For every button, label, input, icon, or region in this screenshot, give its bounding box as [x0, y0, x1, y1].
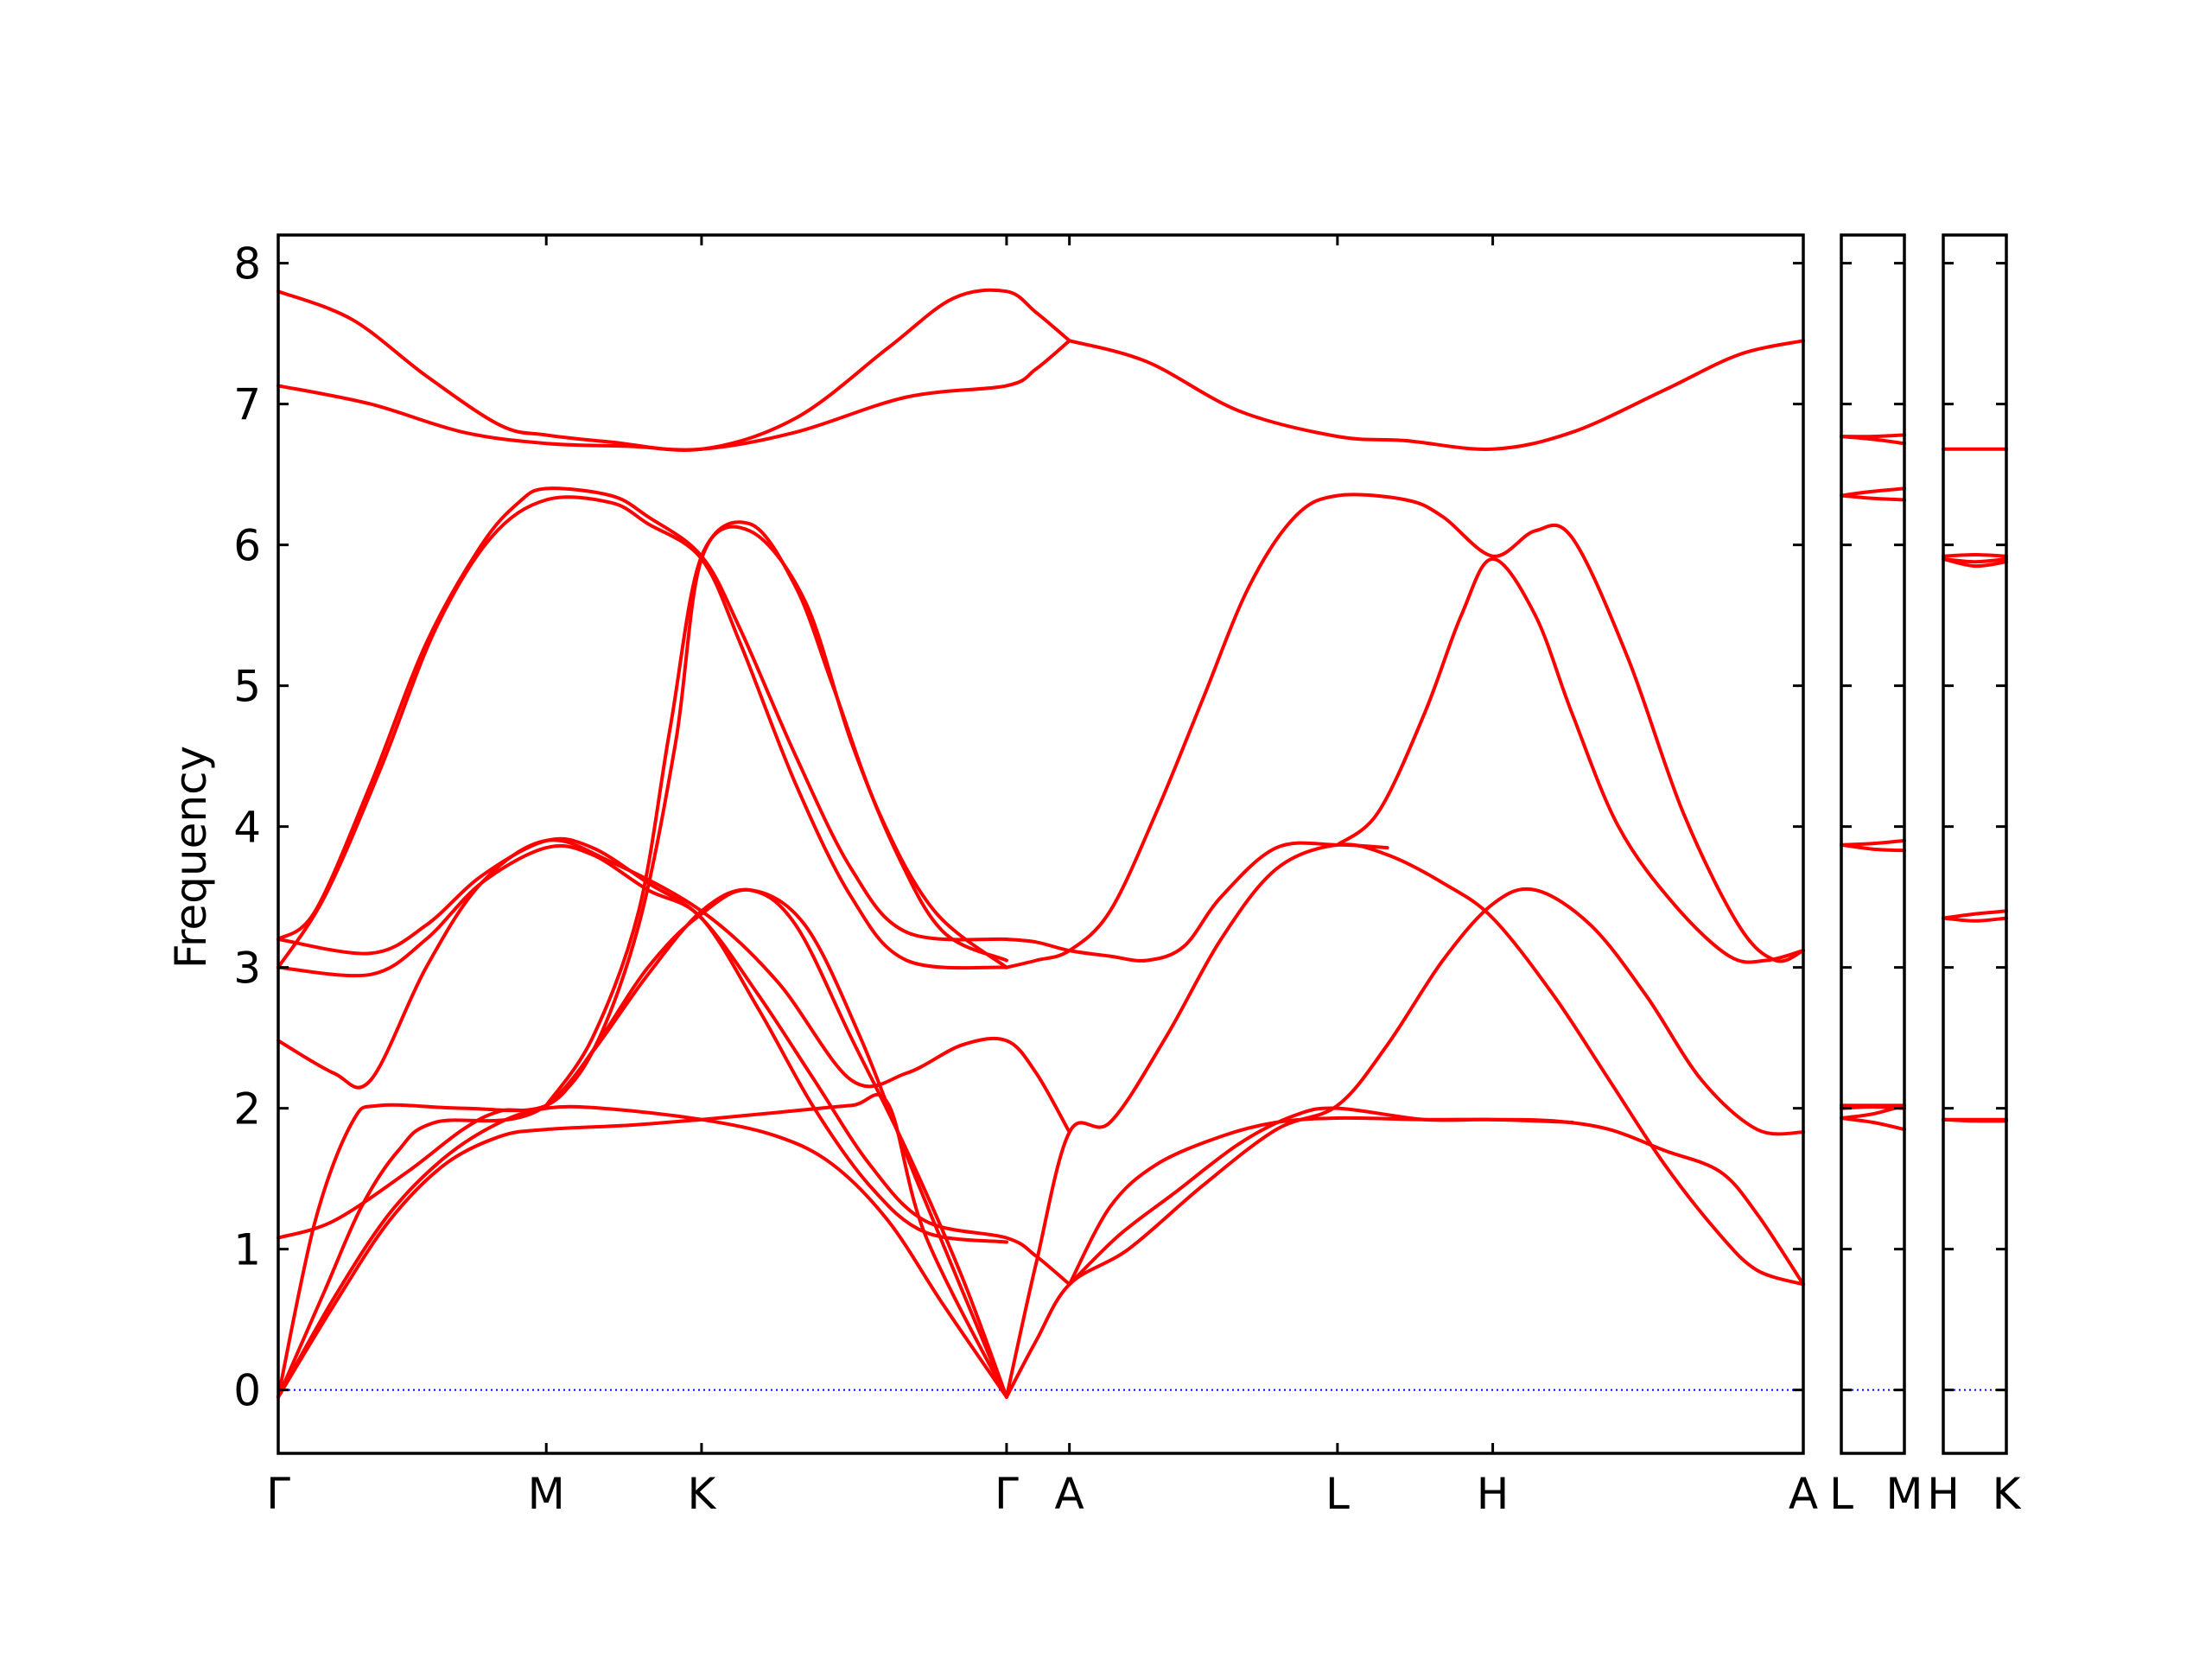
x-tick-label: L [1325, 1469, 1350, 1519]
panel-frame-LM [1840, 233, 1906, 1455]
x-tick-label: H [1477, 1469, 1510, 1519]
band-HK-3 [1942, 556, 2008, 569]
x-tick-label: Γ [266, 1469, 290, 1519]
y-tick-label: 2 [233, 1084, 261, 1135]
band-main-19 [1004, 493, 1805, 969]
band-LM-1 [1840, 435, 1906, 446]
band-main-20 [1335, 556, 1805, 964]
band-LM-3 [1840, 493, 1906, 502]
x-tick-label: Γ [995, 1469, 1019, 1519]
band-main-11 [276, 1092, 1008, 1399]
panel-frame-main [276, 233, 1805, 1455]
band-main-6 [544, 524, 1008, 1108]
x-tick-label: K [688, 1469, 717, 1519]
band-LM-2 [1840, 486, 1906, 498]
x-tick-label: L [1829, 1469, 1853, 1519]
band-HK-5 [1942, 916, 2008, 923]
x-tick-label: A [1055, 1469, 1084, 1519]
band-main-8 [276, 843, 1008, 1244]
band-main-13 [276, 887, 1008, 1399]
band-main-10 [276, 887, 1008, 1399]
band-main-7 [276, 836, 1071, 1287]
y-tick-label: 0 [233, 1366, 261, 1416]
band-main-18 [1004, 841, 1389, 963]
y-tick-label: 5 [233, 662, 261, 712]
band-main-2 [1067, 339, 1805, 451]
y-tick-label: 8 [233, 239, 261, 289]
panel-frame-HK [1942, 233, 2008, 1455]
band-main-1 [276, 339, 1071, 452]
band-main-12 [276, 1104, 1008, 1399]
band-HK-4 [1942, 909, 2008, 920]
x-tick-label: H [1927, 1469, 1960, 1519]
y-tick-label: 7 [233, 380, 261, 430]
x-tick-label: M [528, 1469, 565, 1519]
band-HK-7 [1942, 1117, 2008, 1123]
band-main-15 [1004, 887, 1805, 1399]
y-tick-label: 6 [233, 521, 261, 571]
band-LM-5 [1840, 842, 1906, 853]
band-main-0 [276, 288, 1071, 452]
band-HK-1 [1942, 553, 2008, 558]
x-tick-label: K [1993, 1469, 2022, 1519]
y-axis-label: Frequency [166, 746, 216, 969]
band-LM-8 [1840, 1116, 1906, 1132]
y-tick-label: 4 [233, 803, 261, 853]
band-main-4 [276, 495, 1008, 970]
band-main-3 [276, 486, 1008, 942]
band-main-17 [1067, 1106, 1574, 1287]
x-tick-label: A [1789, 1469, 1818, 1519]
y-tick-label: 1 [233, 1225, 261, 1275]
band-LM-4 [1840, 838, 1906, 847]
band-main-9 [276, 838, 1071, 1135]
y-tick-label: 3 [233, 944, 261, 994]
band-lines [276, 288, 2008, 1399]
x-tick-label: M [1885, 1469, 1923, 1519]
